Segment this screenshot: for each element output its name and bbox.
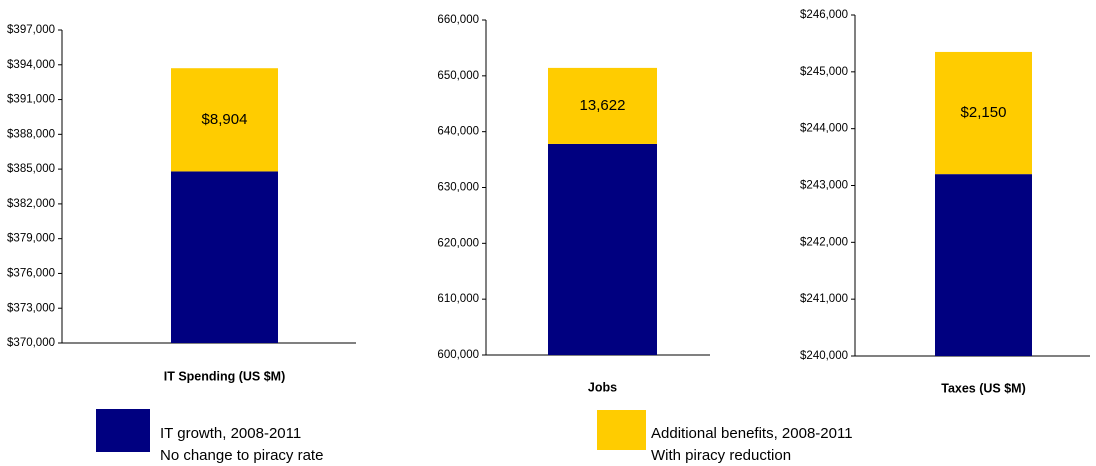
y-tick-label: 620,000 [437,237,479,249]
y-tick-label: 630,000 [437,182,479,194]
legend-label: Additional benefits, 2008-2011 [651,425,853,442]
data-label: 13,622 [580,97,626,114]
bar-segment [548,143,657,355]
x-axis-label: Taxes (US $M) [941,381,1026,395]
y-tick-label: $243,000 [800,180,848,192]
bar-segment [548,67,657,144]
y-tick-label: 640,000 [437,126,479,138]
data-label: $8,904 [202,111,248,128]
y-tick-label: $394,000 [7,59,55,71]
x-axis-label: Jobs [588,380,617,394]
y-tick-label: $382,000 [7,198,55,210]
y-tick-label: $246,000 [800,9,848,21]
y-tick-label: $245,000 [800,66,848,78]
y-tick-label: $244,000 [800,123,848,135]
legend-swatch [597,410,646,450]
bar-segment [171,68,278,172]
data-label: $2,150 [961,104,1007,121]
y-tick-label: $385,000 [7,163,55,175]
y-tick-label: 660,000 [437,14,479,26]
x-axis-label: IT Spending (US $M) [164,369,286,383]
y-tick-label: 610,000 [437,293,479,305]
bar-segment [935,51,1032,175]
y-tick-label: $373,000 [7,302,55,314]
y-tick-label: $379,000 [7,233,55,245]
y-tick-label: 600,000 [437,349,479,361]
y-tick-label: $391,000 [7,94,55,106]
legend-label: IT growth, 2008-2011 [160,425,301,442]
y-tick-label: $388,000 [7,128,55,140]
y-tick-label: $240,000 [800,350,848,362]
y-tick-label: $241,000 [800,293,848,305]
legend-swatch [96,409,150,452]
legend-label: No change to piracy rate [160,447,323,464]
y-tick-label: $242,000 [800,236,848,248]
bar-segment [935,174,1032,356]
y-tick-label: 650,000 [437,70,479,82]
y-tick-label: $376,000 [7,267,55,279]
legend-label: With piracy reduction [651,447,791,464]
y-tick-label: $397,000 [7,24,55,36]
bar-segment [171,171,278,343]
y-tick-label: $370,000 [7,337,55,349]
